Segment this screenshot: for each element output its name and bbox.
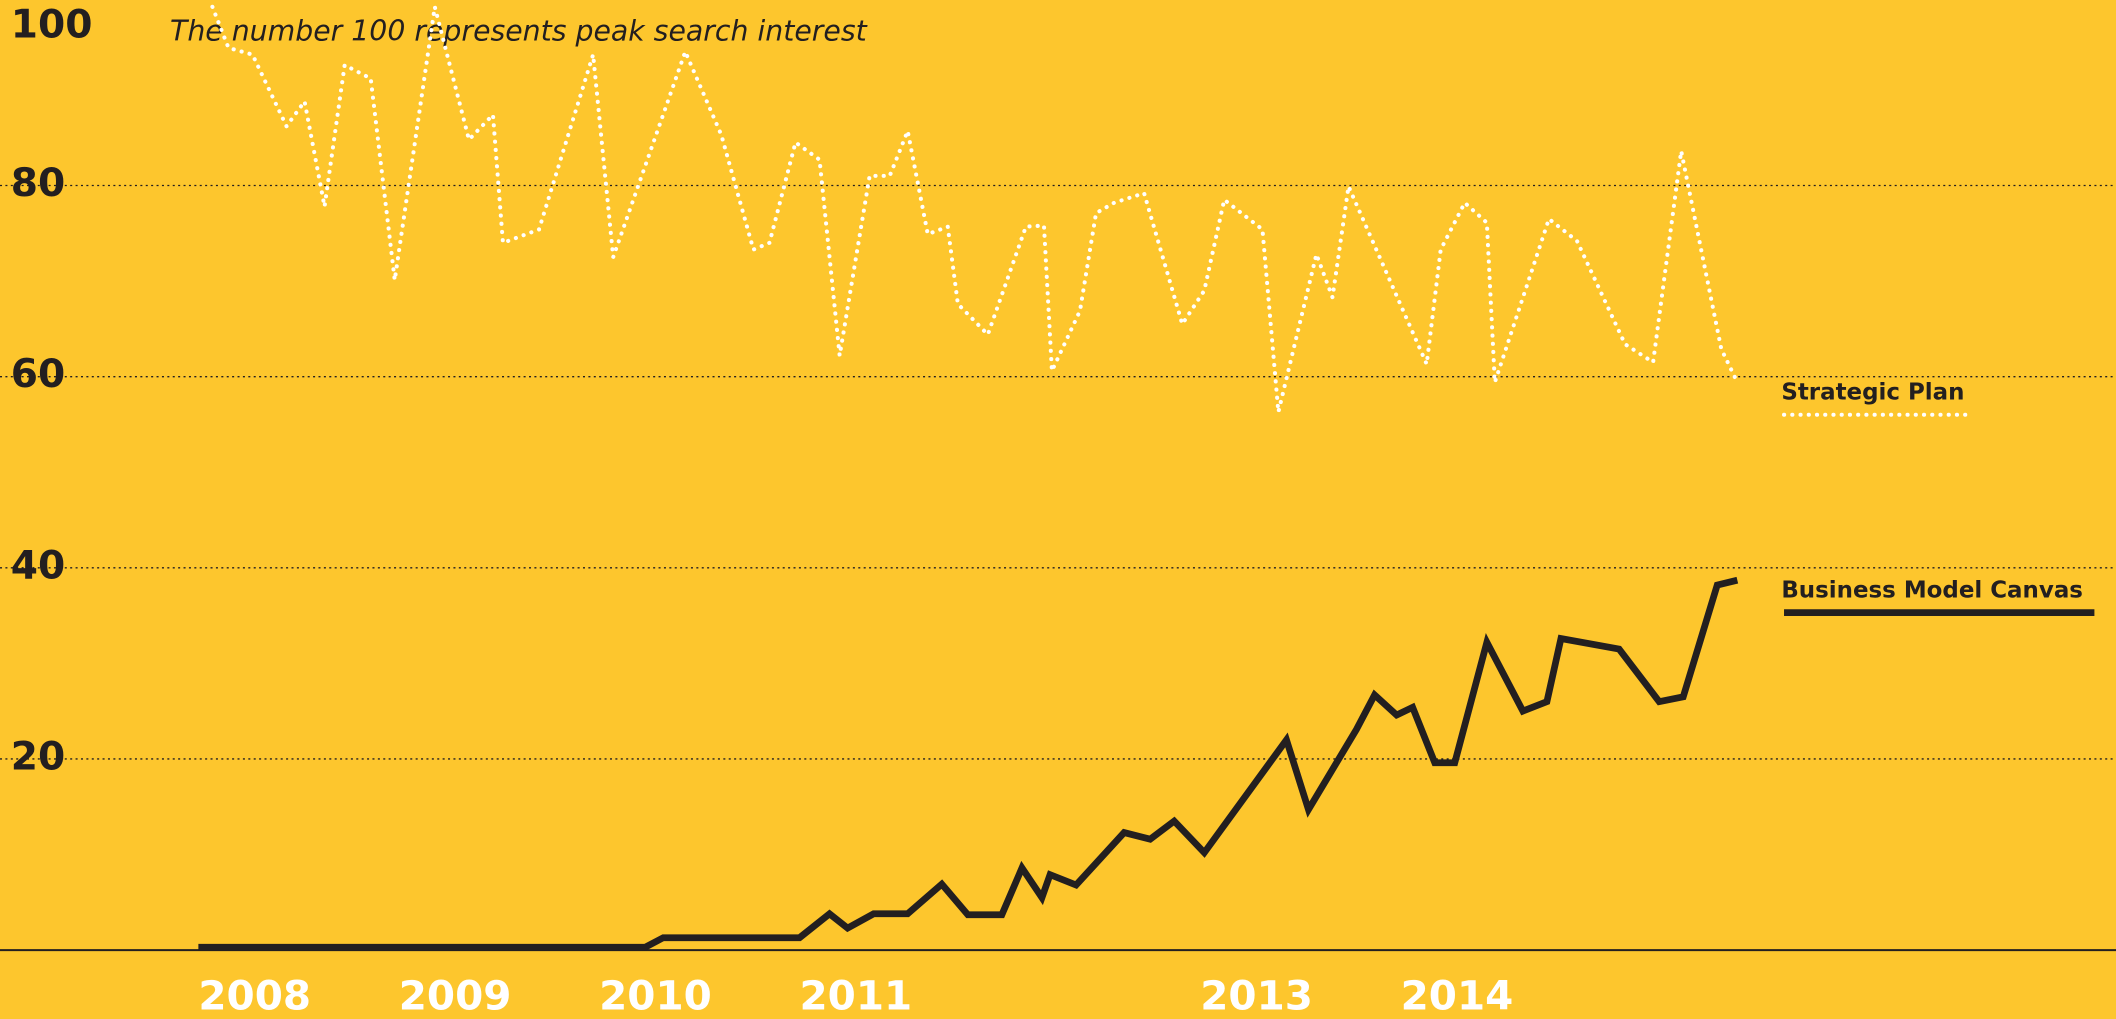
x-tick-label: 2010 [599,972,712,1019]
annotation: The number 100 represents peak search in… [170,14,868,47]
x-tick-label: 2013 [1200,972,1313,1019]
line-series [198,576,1739,951]
legend-label: Strategic Plan [1781,380,1964,406]
y-tick-label: 40 [11,543,65,588]
y-tick-label: 20 [11,734,65,779]
x-tick-label: 2011 [800,972,913,1019]
y-tick-label: 60 [11,352,65,397]
x-tick-label: 2014 [1401,972,1514,1019]
legend-label: Business Model Canvas [1781,578,2083,604]
x-tick-label: 2008 [198,972,311,1019]
x-tick-label: 2009 [399,972,512,1019]
y-tick-label: 80 [11,161,65,206]
y-tick-label: 100 [11,3,93,48]
